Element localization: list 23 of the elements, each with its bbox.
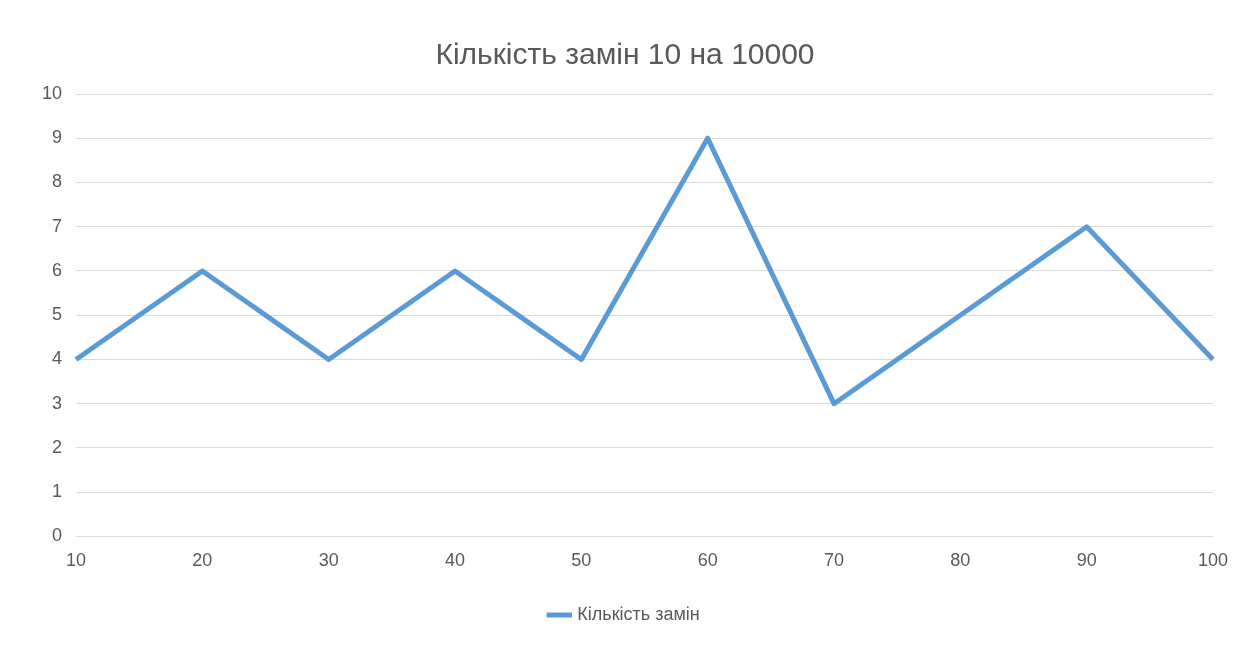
legend-label: Кількість замін [577,603,700,624]
y-tick-label: 2 [52,436,63,457]
y-tick-label: 3 [52,392,63,413]
y-tick-label: 8 [52,171,63,192]
x-tick-label: 40 [444,550,466,571]
y-tick-label: 0 [52,525,63,546]
y-tick-label: 9 [52,127,63,148]
y-tick-label: 10 [41,82,63,103]
y-tick-label: 6 [52,259,63,280]
x-tick-label: 10 [66,550,87,571]
x-tick-label: 30 [318,550,339,571]
chart-title: Кількість замін 10 на 10000 [435,37,815,71]
x-tick-label: 60 [697,550,718,571]
y-tick-label: 5 [52,304,63,325]
y-tick-label: 4 [52,348,63,369]
y-tick-label: 7 [52,215,63,236]
x-tick-label: 50 [571,550,592,571]
x-tick-label: 20 [192,550,213,571]
x-tick-label: 80 [950,550,971,571]
y-tick-label: 1 [52,481,63,502]
x-tick-label: 70 [823,550,845,571]
x-tick-label: 90 [1076,550,1097,571]
x-tick-label: 100 [1197,550,1229,571]
